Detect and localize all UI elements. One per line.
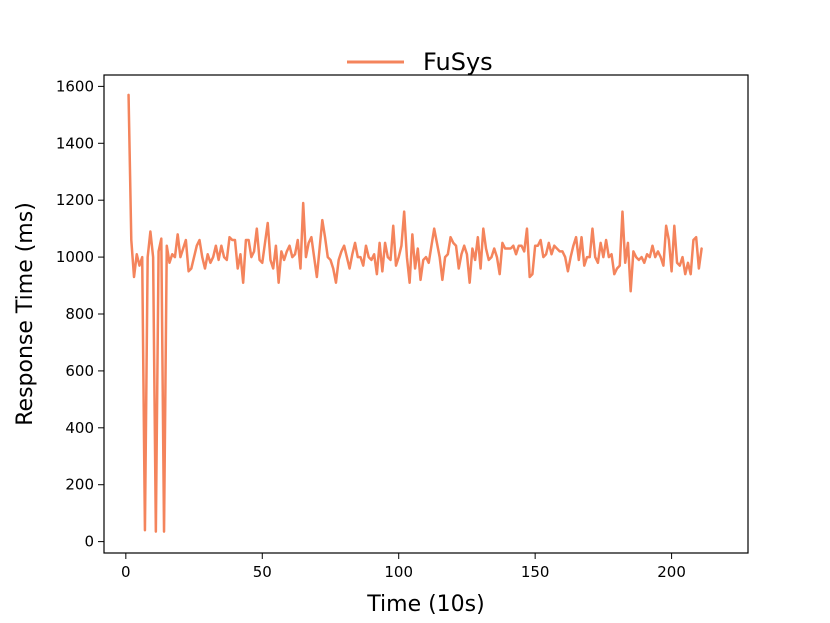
y-tick-label: 600 [65, 362, 94, 380]
series-line-fusys [127, 93, 703, 533]
x-axis: 0 50 100 150 200 [121, 553, 686, 581]
x-tick-label: 150 [521, 563, 550, 581]
y-tick-label: 0 [84, 533, 94, 551]
x-tick-label: 100 [384, 563, 413, 581]
y-tick-label: 800 [65, 305, 94, 323]
y-tick-label: 400 [65, 419, 94, 437]
x-tick-label: 50 [253, 563, 272, 581]
y-tick-label: 200 [65, 476, 94, 494]
y-axis: 0 200 400 600 800 1000 1200 1400 1600 [56, 77, 104, 551]
y-tick-label: 1600 [56, 77, 94, 95]
legend-label-fusys: FuSys [423, 48, 493, 76]
y-axis-title: Response Time (ms) [13, 202, 38, 426]
x-axis-title: Time (10s) [366, 592, 484, 617]
legend: FuSys [347, 48, 493, 76]
x-tick-label: 0 [121, 563, 131, 581]
y-tick-label: 1400 [56, 134, 94, 152]
y-tick-label: 1000 [56, 248, 94, 266]
x-tick-label: 200 [657, 563, 686, 581]
y-tick-label: 1200 [56, 191, 94, 209]
